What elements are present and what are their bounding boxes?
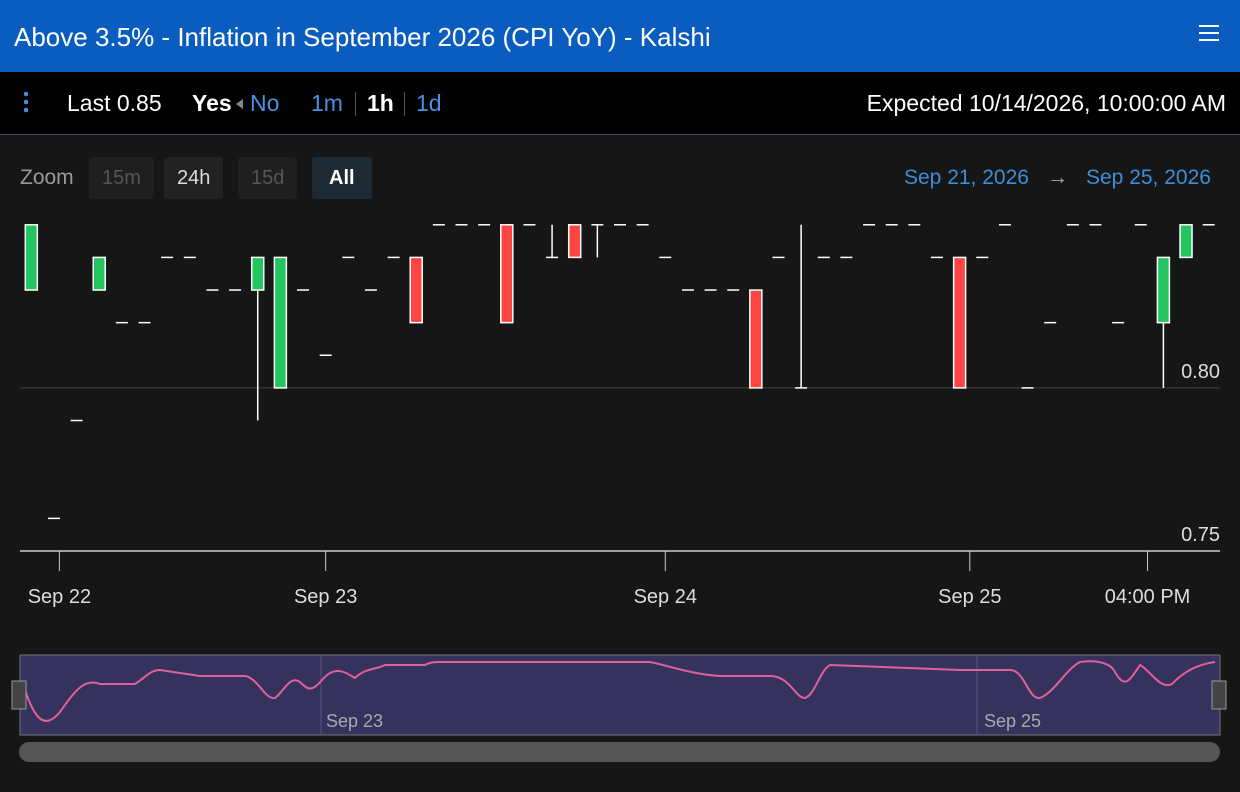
toggle-arrow — [236, 99, 243, 109]
interval-button[interactable]: 1m — [311, 90, 343, 116]
candle-body — [749, 289, 763, 389]
zoom-button[interactable]: 15m — [89, 157, 154, 199]
separator — [404, 92, 405, 116]
candle-body — [92, 256, 106, 291]
scrollbar[interactable] — [19, 742, 1220, 762]
zoom-button[interactable]: All — [312, 157, 372, 199]
separator — [355, 92, 356, 116]
navigator-label: Sep 23 — [326, 711, 383, 731]
more-button[interactable] — [24, 90, 28, 114]
expected-date: Expected 10/14/2026, 10:00:00 AM — [866, 90, 1226, 116]
x-tick-label: 04:00 PM — [1105, 586, 1191, 608]
interval-button[interactable]: 1d — [416, 90, 442, 116]
header: Above 3.5% - Inflation in September 2026… — [0, 0, 1240, 72]
range-arrow: → — [1047, 166, 1068, 189]
candle-body — [952, 256, 967, 389]
candle-body — [1179, 224, 1193, 259]
x-tick-label: Sep 24 — [634, 586, 697, 608]
navigator-handle[interactable] — [11, 680, 27, 710]
toolbar: Last 0.85 Yes No 1m 1h 1d Expected 10/14… — [0, 72, 1240, 135]
interval-button[interactable]: 1h — [367, 90, 394, 116]
title: Above 3.5% - Inflation in September 2026… — [14, 22, 711, 52]
x-tick-label: Sep 25 — [938, 586, 1001, 608]
y-tick-label: 0.75 — [1181, 524, 1220, 546]
candle-body — [567, 224, 582, 259]
candle-body — [24, 224, 39, 291]
range-to[interactable]: Sep 25, 2026 — [1086, 166, 1211, 189]
navigator-label: Sep 25 — [984, 711, 1041, 731]
chart: Sep 23 Sep 25 0.75 0.80 Sep 22 Sep 23 Sep 24… — [11, 224, 1227, 762]
candle-body — [1156, 256, 1171, 324]
no-tab[interactable]: No — [250, 90, 280, 116]
y-tick-label: 0.80 — [1181, 361, 1220, 383]
x-tick-label: Sep 23 — [294, 586, 357, 608]
last-price: Last 0.85 — [67, 90, 162, 116]
menu-button[interactable] — [1199, 25, 1219, 41]
candle-body — [250, 256, 265, 291]
candle-body — [409, 256, 423, 324]
range-from[interactable]: Sep 21, 2026 — [904, 166, 1029, 189]
candle-body — [273, 256, 288, 389]
navigator-handle[interactable] — [1211, 680, 1227, 710]
yes-tab[interactable]: Yes — [192, 90, 232, 116]
navigator-line — [24, 660, 1216, 722]
zoom-button[interactable]: 24h — [164, 157, 224, 199]
zoom-button[interactable]: 15d — [238, 157, 298, 199]
navigator-window — [19, 654, 1221, 736]
candle-body — [500, 224, 514, 324]
x-tick-label: Sep 22 — [28, 586, 91, 608]
zoom-label: Zoom — [20, 166, 74, 189]
navigator[interactable]: Sep 23 Sep 25 — [11, 654, 1227, 762]
